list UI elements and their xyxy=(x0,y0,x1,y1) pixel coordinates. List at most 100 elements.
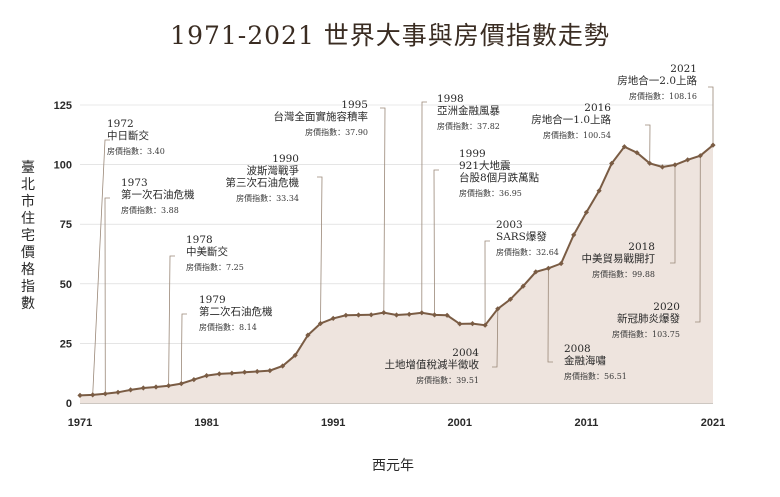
annotation-year: 1979 xyxy=(199,294,226,306)
annotation-title-line2: 台股8個月跌萬點 xyxy=(459,171,540,184)
annotation-title: 中日斷交 xyxy=(107,129,149,142)
annotation-index: 房價指數：3.40 xyxy=(107,146,165,156)
annotation-year: 1973 xyxy=(121,177,148,189)
annotation-year: 2018 xyxy=(628,241,655,253)
y-axis-label-char: 數 xyxy=(21,296,35,312)
data-point xyxy=(305,332,311,338)
x-tick-label: 1981 xyxy=(194,417,218,429)
data-point xyxy=(115,389,121,395)
y-axis-label-char: 指 xyxy=(21,279,35,295)
annotation-leader xyxy=(484,240,490,326)
annotation-title: 第二次石油危機 xyxy=(199,305,273,318)
annotation-index: 房價指數：32.64 xyxy=(496,247,559,257)
annotation-year: 2016 xyxy=(584,102,611,114)
data-point xyxy=(469,321,476,327)
annotation-index: 房價指數：7.25 xyxy=(186,262,244,272)
x-axis-label: 西元年 xyxy=(372,458,414,474)
annotation-title-line2: 第三次石油危機 xyxy=(226,176,300,189)
data-point xyxy=(191,377,197,383)
annotation-index: 房價指數：56.51 xyxy=(564,371,627,381)
data-point xyxy=(153,384,159,390)
annotation-leader xyxy=(695,155,701,323)
y-axis-label-char: 住 xyxy=(21,211,35,227)
annotation-leader xyxy=(380,107,386,313)
annotation-leader xyxy=(421,101,427,313)
annotation-index: 房價指數：8.14 xyxy=(199,322,257,332)
annotation-index: 房價指數：99.88 xyxy=(592,269,655,279)
data-point xyxy=(685,157,691,163)
annotation-title: 台灣全面實施容積率 xyxy=(274,110,369,123)
y-tick-label: 75 xyxy=(60,219,72,231)
data-point xyxy=(90,392,96,398)
annotation-title: 房地合一2.0上路 xyxy=(617,74,697,87)
annotation-index: 房價指數：33.34 xyxy=(236,193,299,203)
data-point xyxy=(431,312,438,318)
y-axis-label-char: 市 xyxy=(21,193,35,210)
data-point xyxy=(583,209,589,215)
annotation-year: 1990 xyxy=(272,153,299,165)
chart-title: 1971-2021 世界大事與房價指數走勢 xyxy=(170,21,610,50)
y-axis-label-char: 價 xyxy=(21,244,35,261)
data-point xyxy=(444,312,450,318)
annotation-leader xyxy=(492,308,499,368)
annotation-title: 亞洲金融風暴 xyxy=(437,104,500,117)
y-tick-label: 25 xyxy=(60,338,72,350)
annotation-leader xyxy=(168,255,175,386)
data-point xyxy=(229,370,235,376)
data-point xyxy=(166,383,172,389)
y-tick-label: 100 xyxy=(54,160,72,172)
series-area xyxy=(80,145,713,403)
data-point xyxy=(419,310,425,316)
annotation-index: 房價指數：108.16 xyxy=(629,91,697,101)
annotation-year: 1998 xyxy=(437,93,464,105)
x-tick-label: 2011 xyxy=(574,417,598,429)
data-point xyxy=(343,312,349,318)
data-point xyxy=(609,160,615,167)
data-point xyxy=(216,371,222,377)
data-point xyxy=(292,352,298,358)
annotation-title: 中美貿易戰開打 xyxy=(582,252,656,265)
annotation-leader xyxy=(433,169,439,315)
annotation-index: 房價指數：39.51 xyxy=(416,375,479,385)
x-tick-label: 1971 xyxy=(68,417,92,429)
annotation-title: 第一次石油危機 xyxy=(121,188,195,201)
data-point xyxy=(647,160,653,166)
data-point xyxy=(355,312,362,318)
y-tick-label: 125 xyxy=(54,100,72,112)
annotation-year: 1995 xyxy=(341,99,368,111)
data-point xyxy=(457,321,463,327)
y-tick-label: 50 xyxy=(60,279,72,291)
annotation-leader xyxy=(670,164,676,264)
annotation-year: 1978 xyxy=(186,234,213,246)
y-axis-label-char: 臺 xyxy=(21,160,35,176)
annotation-title: 房地合一1.0上路 xyxy=(531,113,611,126)
data-point xyxy=(406,311,412,317)
y-axis-label-char: 宅 xyxy=(21,228,35,244)
data-point xyxy=(393,312,400,318)
data-point xyxy=(697,153,703,159)
annotation-leader xyxy=(92,139,110,395)
annotation-title: 921大地震 xyxy=(459,159,511,172)
annotation-year: 1999 xyxy=(459,148,486,160)
data-point xyxy=(280,363,286,369)
annotation-title: 波斯灣戰爭 xyxy=(247,164,300,177)
data-point xyxy=(482,322,488,328)
annotation-leader xyxy=(317,176,323,324)
data-point xyxy=(140,385,146,391)
annotation-index: 房價指數：37.90 xyxy=(305,127,368,137)
data-point xyxy=(571,232,577,238)
annotation-leader xyxy=(547,268,553,363)
data-point xyxy=(178,381,184,387)
data-point xyxy=(330,315,336,321)
